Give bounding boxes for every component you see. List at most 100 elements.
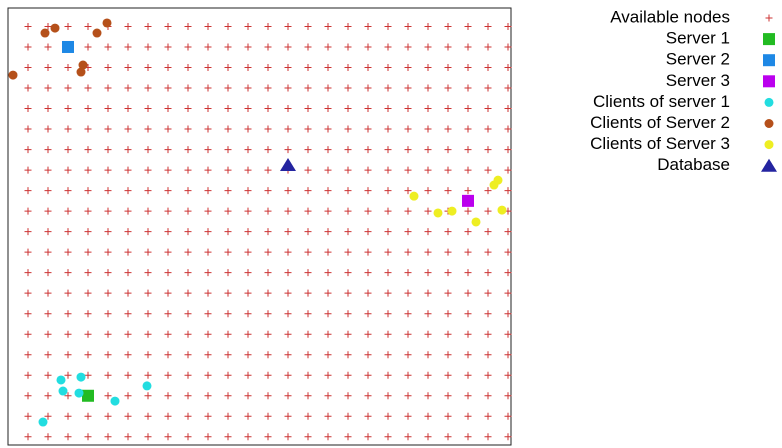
node bbox=[464, 125, 472, 133]
node bbox=[424, 22, 432, 30]
node bbox=[244, 433, 252, 441]
node bbox=[84, 22, 92, 30]
node bbox=[44, 412, 52, 420]
node bbox=[244, 351, 252, 359]
node bbox=[304, 248, 312, 256]
node bbox=[344, 269, 352, 277]
node bbox=[24, 22, 32, 30]
node bbox=[204, 248, 212, 256]
node bbox=[104, 433, 112, 441]
node bbox=[24, 289, 32, 297]
node bbox=[364, 125, 372, 133]
node bbox=[384, 248, 392, 256]
node bbox=[164, 392, 172, 400]
node bbox=[304, 310, 312, 318]
node bbox=[404, 269, 412, 277]
node bbox=[124, 187, 132, 195]
node bbox=[124, 43, 132, 51]
node bbox=[284, 433, 292, 441]
node bbox=[104, 228, 112, 236]
node bbox=[244, 63, 252, 71]
node bbox=[304, 125, 312, 133]
node bbox=[264, 269, 272, 277]
node bbox=[204, 412, 212, 420]
node bbox=[84, 330, 92, 338]
node bbox=[84, 146, 92, 154]
point bbox=[280, 157, 296, 171]
node bbox=[184, 269, 192, 277]
node bbox=[224, 248, 232, 256]
node bbox=[464, 248, 472, 256]
node bbox=[24, 84, 32, 92]
node bbox=[344, 310, 352, 318]
node bbox=[104, 146, 112, 154]
node bbox=[324, 166, 332, 174]
node bbox=[124, 392, 132, 400]
point bbox=[58, 386, 68, 396]
point bbox=[493, 175, 503, 185]
node bbox=[444, 125, 452, 133]
node bbox=[204, 269, 212, 277]
node bbox=[184, 63, 192, 71]
node bbox=[404, 187, 412, 195]
node bbox=[44, 228, 52, 236]
node bbox=[204, 433, 212, 441]
node bbox=[424, 248, 432, 256]
node bbox=[144, 84, 152, 92]
node bbox=[484, 228, 492, 236]
node bbox=[264, 43, 272, 51]
node bbox=[44, 269, 52, 277]
node bbox=[104, 289, 112, 297]
node bbox=[64, 63, 72, 71]
node bbox=[504, 289, 512, 297]
node bbox=[464, 105, 472, 113]
node bbox=[324, 412, 332, 420]
node bbox=[124, 22, 132, 30]
node bbox=[264, 207, 272, 215]
node bbox=[264, 84, 272, 92]
node bbox=[444, 166, 452, 174]
node bbox=[64, 146, 72, 154]
node bbox=[384, 412, 392, 420]
point bbox=[433, 208, 443, 218]
node bbox=[504, 43, 512, 51]
node bbox=[204, 63, 212, 71]
node bbox=[344, 392, 352, 400]
node bbox=[284, 330, 292, 338]
legend-label: Server 1 bbox=[666, 29, 730, 48]
node bbox=[144, 269, 152, 277]
node bbox=[424, 351, 432, 359]
node bbox=[64, 289, 72, 297]
node bbox=[464, 392, 472, 400]
node bbox=[284, 22, 292, 30]
node bbox=[64, 105, 72, 113]
node bbox=[104, 371, 112, 379]
node bbox=[364, 392, 372, 400]
node bbox=[64, 248, 72, 256]
legend-label: Clients of Server 2 bbox=[590, 113, 730, 132]
node bbox=[204, 105, 212, 113]
point bbox=[62, 40, 74, 53]
node bbox=[224, 105, 232, 113]
node bbox=[384, 166, 392, 174]
node bbox=[64, 433, 72, 441]
node bbox=[424, 125, 432, 133]
node bbox=[184, 22, 192, 30]
node bbox=[484, 248, 492, 256]
node bbox=[104, 63, 112, 71]
node bbox=[464, 351, 472, 359]
node bbox=[144, 22, 152, 30]
node bbox=[444, 433, 452, 441]
node bbox=[164, 330, 172, 338]
node bbox=[364, 105, 372, 113]
node bbox=[224, 207, 232, 215]
node bbox=[304, 146, 312, 154]
node bbox=[404, 125, 412, 133]
node bbox=[84, 187, 92, 195]
node bbox=[344, 43, 352, 51]
plot-frame bbox=[7, 7, 512, 446]
node bbox=[144, 310, 152, 318]
node bbox=[64, 187, 72, 195]
node bbox=[364, 22, 372, 30]
node bbox=[384, 187, 392, 195]
